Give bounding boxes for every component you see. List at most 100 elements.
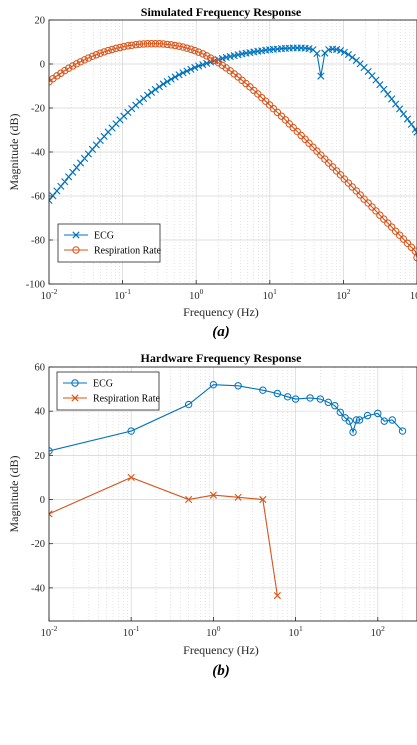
data-point bbox=[155, 83, 163, 91]
data-point bbox=[363, 411, 372, 420]
data-point bbox=[64, 64, 73, 72]
data-point bbox=[283, 393, 292, 401]
data-point bbox=[277, 112, 286, 120]
x-tick-label: 103 bbox=[410, 287, 417, 302]
data-point bbox=[344, 179, 353, 187]
data-point bbox=[185, 495, 193, 504]
data-point bbox=[61, 178, 69, 186]
data-point bbox=[80, 56, 89, 64]
legend: ECG Respiration Rate bbox=[57, 223, 161, 263]
data-point bbox=[306, 394, 314, 402]
data-point bbox=[395, 231, 404, 239]
data-point bbox=[218, 61, 227, 70]
legend-marker bbox=[72, 246, 80, 254]
data-point bbox=[187, 65, 195, 73]
data-point bbox=[209, 491, 217, 499]
data-point bbox=[399, 235, 408, 243]
data-point bbox=[380, 215, 388, 223]
data-point bbox=[356, 191, 364, 199]
data-point bbox=[210, 56, 219, 64]
data-point bbox=[384, 219, 392, 227]
legend-item: Respiration Rate bbox=[64, 246, 161, 257]
y-tick-label: 20 bbox=[35, 451, 46, 462]
data-point bbox=[128, 41, 136, 49]
data-point bbox=[143, 91, 152, 99]
x-tick-label: 10-1 bbox=[123, 624, 140, 639]
data-point bbox=[61, 66, 69, 75]
chart-title: Simulated Frequency Response bbox=[141, 5, 302, 19]
data-point bbox=[191, 46, 199, 55]
data-point bbox=[273, 389, 282, 398]
data-point bbox=[147, 88, 156, 96]
data-point bbox=[331, 401, 339, 410]
data-point bbox=[317, 151, 325, 159]
data-point bbox=[49, 447, 53, 455]
data-point bbox=[191, 63, 199, 72]
data-point bbox=[84, 54, 93, 62]
data-point bbox=[49, 510, 53, 518]
y-tick-label: 60 bbox=[35, 363, 46, 374]
data-point bbox=[194, 48, 203, 56]
data-point bbox=[411, 125, 417, 133]
x-tick-label: 10-1 bbox=[114, 287, 131, 302]
data-point bbox=[199, 50, 207, 58]
data-point bbox=[104, 46, 112, 55]
data-point bbox=[139, 40, 148, 48]
y-tick-label: -20 bbox=[31, 539, 45, 550]
data-point bbox=[289, 123, 297, 132]
data-point bbox=[76, 58, 85, 66]
data-point bbox=[175, 71, 183, 79]
data-point bbox=[234, 493, 242, 501]
data-point bbox=[313, 49, 321, 58]
data-point bbox=[374, 409, 382, 418]
data-point bbox=[313, 147, 321, 155]
data-point bbox=[269, 104, 278, 113]
legend-item: ECG bbox=[64, 231, 114, 242]
data-point bbox=[108, 45, 116, 54]
data-point bbox=[127, 473, 135, 482]
data-point bbox=[199, 61, 207, 69]
x-tick-label: 100 bbox=[206, 624, 221, 639]
data-point bbox=[297, 131, 305, 140]
series-ecg bbox=[49, 380, 407, 455]
legend-label: Respiration Rate bbox=[94, 246, 161, 257]
x-tick-label: 100 bbox=[189, 287, 204, 302]
data-point bbox=[380, 417, 388, 425]
x-tick-label: 102 bbox=[336, 287, 351, 302]
y-tick-label: -80 bbox=[31, 236, 45, 247]
legend-label: Respiration Rate bbox=[93, 394, 160, 405]
data-point bbox=[384, 90, 392, 98]
data-point bbox=[285, 120, 293, 128]
data-point bbox=[209, 380, 218, 389]
data-point bbox=[234, 382, 242, 390]
data-point bbox=[273, 108, 282, 117]
y-tick-label: 0 bbox=[40, 495, 45, 506]
data-point bbox=[324, 398, 332, 407]
data-point bbox=[348, 183, 356, 191]
data-point bbox=[391, 227, 400, 235]
chart-title: Hardware Frequency Response bbox=[141, 351, 303, 365]
data-point bbox=[388, 95, 396, 103]
data-point bbox=[120, 42, 128, 51]
legend: ECG Respiration Rate bbox=[56, 371, 160, 411]
data-point bbox=[368, 203, 376, 211]
figure-caption: (b) bbox=[212, 663, 230, 679]
data-point bbox=[184, 400, 193, 409]
data-point bbox=[116, 43, 124, 52]
data-point bbox=[336, 46, 345, 55]
data-point bbox=[403, 115, 412, 123]
data-point bbox=[336, 171, 345, 179]
data-point bbox=[388, 416, 396, 424]
x-axis-label: Frequency (Hz) bbox=[183, 643, 259, 657]
data-point bbox=[301, 135, 309, 143]
data-point bbox=[291, 395, 300, 403]
data-point bbox=[112, 44, 120, 53]
data-point bbox=[328, 163, 337, 171]
legend-box bbox=[57, 223, 161, 263]
data-point bbox=[127, 427, 135, 435]
data-point bbox=[407, 120, 415, 128]
data-point bbox=[132, 40, 140, 49]
data-point bbox=[163, 40, 171, 49]
data-point bbox=[336, 408, 345, 416]
